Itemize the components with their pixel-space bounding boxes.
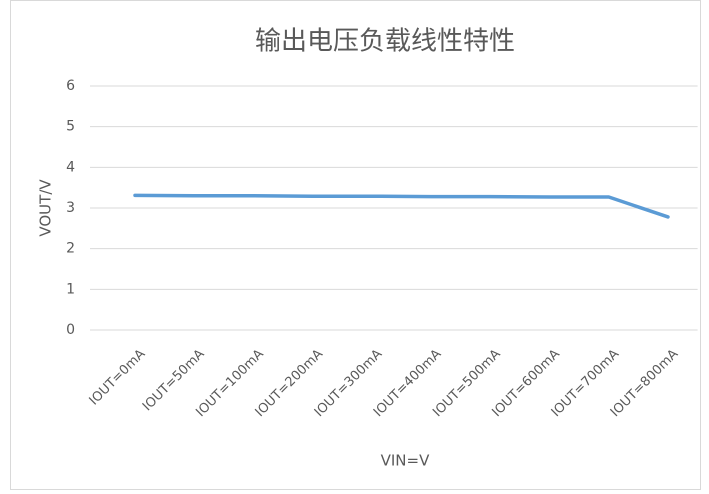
y-tick-label: 4: [66, 159, 75, 175]
y-tick-label: 3: [66, 200, 75, 216]
x-axis-label: VIN=V: [381, 452, 430, 470]
chart-frame: [10, 0, 701, 490]
y-tick-label: 2: [66, 241, 75, 257]
y-tick-label: 1: [66, 281, 75, 297]
y-axis-label: VOUT/V: [37, 179, 55, 237]
data-line: [133, 193, 670, 219]
y-tick-label: 0: [66, 322, 75, 338]
y-tick-label: 5: [66, 119, 75, 135]
chart-title: 输出电压负载线性特性: [255, 27, 515, 57]
y-tick-label: 6: [66, 78, 75, 94]
